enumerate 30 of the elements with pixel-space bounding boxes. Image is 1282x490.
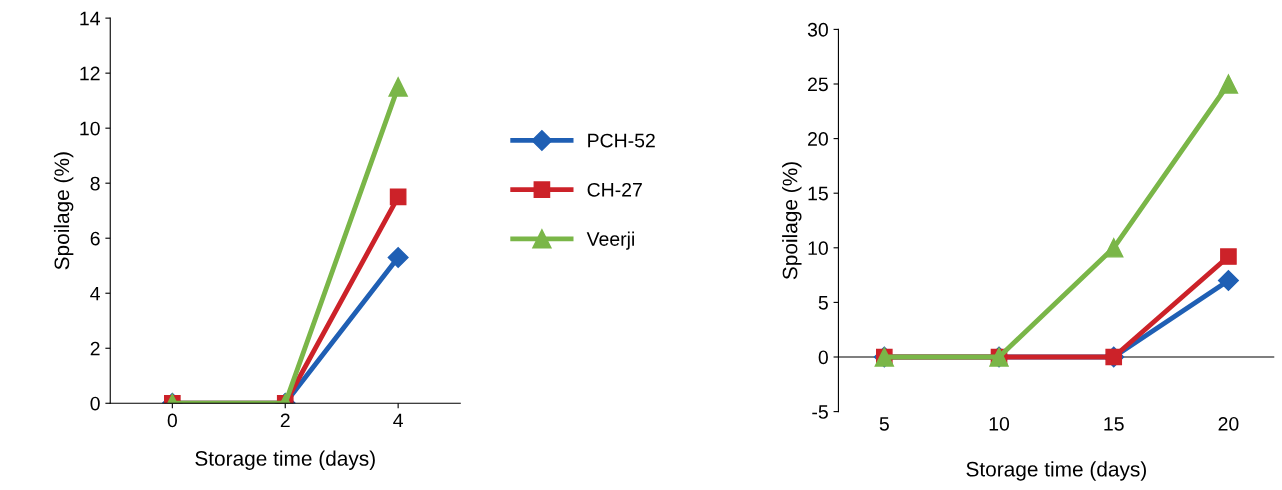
y-tick-label: 0 (90, 396, 100, 411)
y-tick-label: 20 (808, 132, 828, 146)
y-tick-label: 15 (808, 186, 828, 201)
x-tick-label: 5 (879, 417, 889, 431)
x-tick-label: 10 (989, 416, 1010, 431)
y-tick-label: 14 (80, 11, 100, 26)
x-tick-label: 0 (167, 413, 177, 428)
y-tick-label: 12 (80, 66, 100, 81)
y-tick-label: 8 (90, 176, 100, 191)
legend-label: PCH-52 (588, 133, 655, 148)
y-tick-label: 6 (90, 231, 100, 246)
y-tick-label: 0 (818, 350, 828, 365)
x-axis-title: Storage time (days) (195, 450, 375, 470)
y-tick-label: -5 (812, 405, 828, 419)
x-tick-label: 4 (393, 413, 403, 428)
x-tick-label: 2 (280, 413, 290, 428)
legend-label: Veerji (586, 231, 634, 250)
y-tick-label: 2 (90, 341, 100, 356)
y-tick-label: 10 (80, 121, 100, 136)
y-tick-label: 25 (808, 77, 828, 92)
y-tick-label: 4 (90, 286, 100, 301)
y-axis-title: Spoilage (%) (53, 152, 74, 270)
x-axis-title: Storage time (days) (966, 461, 1146, 481)
y-axis-title: Spoilage (%) (782, 162, 802, 280)
legend-label: CH-27 (587, 182, 642, 197)
y-tick-label: 30 (807, 22, 828, 37)
x-tick-label: 15 (1104, 417, 1124, 431)
y-tick-label: 5 (818, 296, 828, 310)
x-tick-label: 20 (1218, 416, 1239, 431)
y-tick-label: 10 (808, 241, 828, 256)
